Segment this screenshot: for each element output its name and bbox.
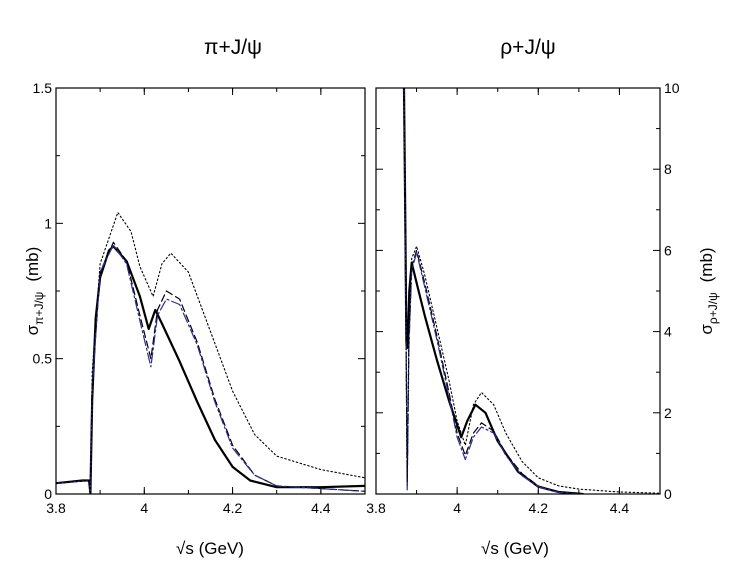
series-line-dotted	[56, 211, 365, 494]
y-tick-label: 6	[664, 242, 672, 258]
series-line-dash-dot-blue	[403, 88, 580, 494]
x-axis-label: √s (GeV)	[176, 539, 244, 558]
y-axis-unit: (mb)	[697, 247, 716, 282]
x-tick-label: 4.2	[529, 500, 549, 516]
series-line-dashed	[56, 241, 365, 494]
series-line-solid	[56, 245, 365, 494]
x-tick-label: 4.4	[610, 500, 630, 516]
panel-title: π+J/ψ	[204, 36, 262, 59]
x-tick-label: 3.8	[46, 500, 66, 516]
panel-title: ρ+J/ψ	[500, 36, 556, 59]
x-tick-label: 4	[453, 500, 461, 516]
y-axis-label: σρ+J/ψ (mb)	[697, 247, 720, 334]
y-axis-subscript: ρ+J/ψ	[706, 292, 720, 324]
y-tick-label: 1.5	[33, 80, 53, 96]
y-axis-label: σπ+J/ψ (mb)	[23, 247, 46, 336]
plot-marks: 3.8 4 4.2 4.4 0 2 4 6 8 10	[366, 80, 680, 516]
series-line-solid	[402, 88, 584, 494]
plot-marks: 3.8 4 4.2 4.4 0 0.5 1 1.5	[33, 80, 366, 516]
y-axis-symbol: σ	[697, 324, 716, 335]
y-axis-subscript: π+J/ψ	[32, 292, 46, 325]
svg-text:σπ+J/ψ(mb): σπ+J/ψ (mb)	[23, 247, 46, 336]
series-line-dashed	[403, 88, 580, 494]
y-tick-label: 0.5	[33, 351, 53, 367]
y-tick-label: 0	[664, 486, 672, 502]
series-line-dotted	[403, 88, 660, 494]
y-tick-label: 2	[664, 405, 672, 421]
plot-frame	[55, 87, 366, 495]
y-tick-label: 4	[664, 324, 672, 340]
y-axis-symbol: σ	[23, 324, 42, 335]
series-line-dash-dot-blue	[56, 244, 365, 494]
x-tick-label: 3.8	[366, 500, 386, 516]
y-tick-label: 1	[44, 215, 52, 231]
y-axis-unit: (mb)	[23, 247, 42, 282]
y-tick-label: 0	[44, 486, 52, 502]
series-group	[402, 88, 660, 494]
x-tick-label: 4.2	[223, 500, 243, 516]
y-tick-label: 10	[664, 80, 680, 96]
svg-text:σρ+J/ψ(mb): σρ+J/ψ (mb)	[697, 247, 720, 334]
x-tick-label: 4.4	[311, 500, 331, 516]
panel-pi-jpsi: π+J/ψ 3.8 4 4.2 4.400.511.5 √s (GeV) σπ+J/ψ…	[23, 36, 366, 558]
series-group	[56, 211, 365, 494]
x-tick-label: 4	[140, 500, 148, 516]
plot-frame	[375, 87, 661, 495]
x-axis-label: √s (GeV)	[481, 539, 549, 558]
y-tick-label: 8	[664, 161, 672, 177]
